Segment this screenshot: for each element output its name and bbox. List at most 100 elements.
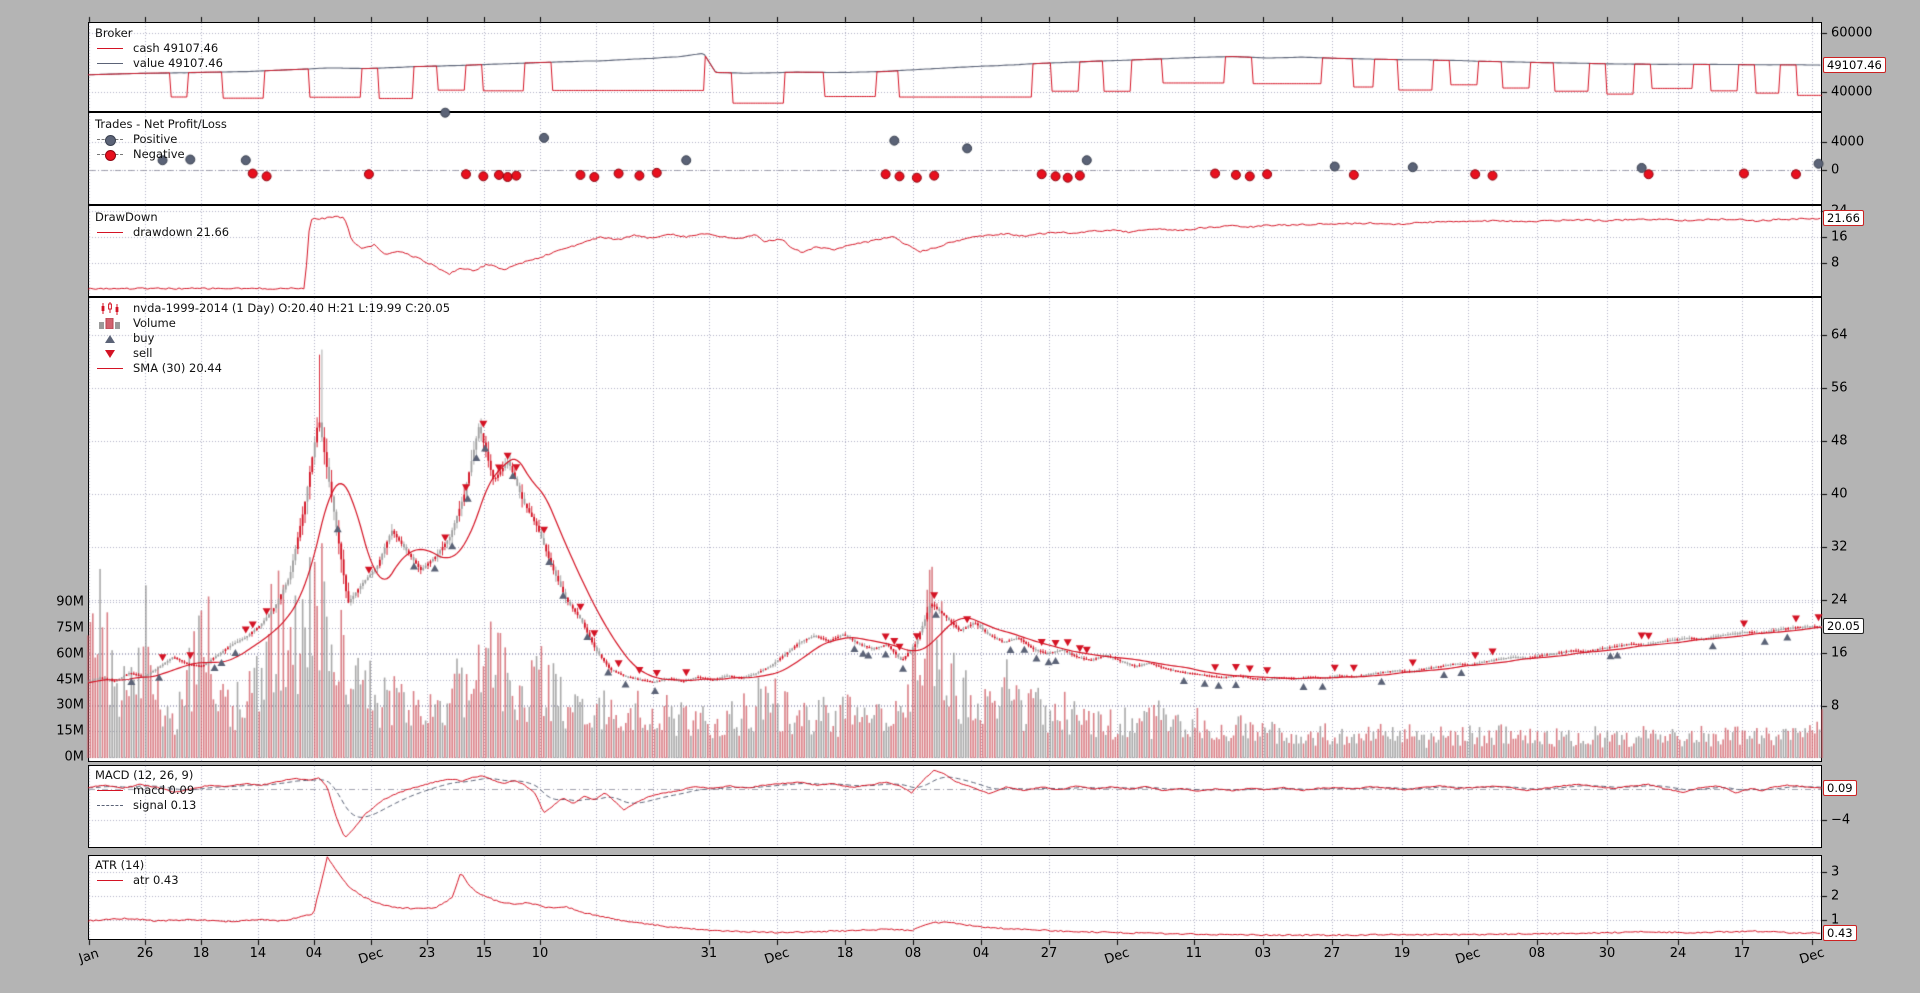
x-axis-tick-label: 04 — [972, 946, 990, 961]
x-axis-tick-label: 26 — [136, 946, 154, 961]
legend-item-cash: cash 49107.46 — [95, 41, 223, 56]
signal-line-icon — [95, 805, 125, 806]
atr-legend-label: atr 0.43 — [133, 873, 179, 887]
x-axis-tick-label: 14 — [249, 946, 267, 961]
positive-dot-icon — [95, 135, 125, 146]
y-axis-tick-label: 32 — [1831, 539, 1848, 555]
buy-legend-label: buy — [133, 331, 155, 345]
legend-item-drawdown: drawdown 21.66 — [95, 225, 229, 240]
negative-dot-icon — [95, 150, 125, 161]
legend-item-macd: macd 0.09 — [95, 783, 196, 798]
y-axis-tick-label: 64 — [1831, 327, 1848, 343]
macd-panel-title: MACD (12, 26, 9) — [95, 768, 194, 782]
y-axis-tick-label: −4 — [1831, 812, 1851, 828]
trades-panel-title: Trades - Net Profit/Loss — [95, 117, 227, 131]
volume-axis-tick-label: 45M — [56, 672, 84, 687]
sma-legend-label: SMA (30) 20.44 — [133, 361, 222, 375]
legend-item-signal: signal 0.13 — [95, 798, 196, 813]
atr-line-icon — [95, 880, 125, 881]
x-axis-tick-label: 27 — [1040, 946, 1058, 961]
y-axis-tick-label: 24 — [1831, 592, 1848, 608]
drawdown-legend: DrawDown drawdown 21.66 — [95, 210, 229, 240]
broker-legend: Broker cash 49107.46 value 49107.46 — [95, 26, 223, 71]
volume-axis-tick-label: 15M — [56, 723, 84, 739]
buy-marker-icon — [95, 334, 125, 343]
x-axis-tick-label: 27 — [1323, 946, 1341, 961]
last-value-tag: 21.66 — [1823, 210, 1864, 227]
y-axis-tick-label: 40 — [1831, 486, 1848, 502]
volume-axis-tick-label: 60M — [56, 646, 84, 662]
sell-legend-label: sell — [133, 346, 153, 360]
legend-item-negative: Negative — [95, 147, 227, 162]
x-axis-tick-label: 15 — [475, 946, 493, 961]
volume-axis-tick-label: 75M — [56, 620, 84, 636]
y-axis-tick-label: 8 — [1831, 698, 1840, 714]
broker-panel-title: Broker — [95, 26, 133, 40]
x-axis-tick-label: 08 — [904, 946, 922, 961]
x-axis-tick-label: 24 — [1669, 946, 1687, 961]
last-value-tag: 20.05 — [1823, 618, 1864, 635]
last-value-tag: 0.09 — [1823, 780, 1857, 797]
candlestick-icon — [95, 302, 125, 315]
signal-legend-label: signal 0.13 — [133, 798, 197, 812]
legend-item-volume: Volume — [95, 316, 450, 331]
x-axis-tick-label: 03 — [1254, 946, 1272, 961]
y-axis-tick-label: 8 — [1831, 255, 1840, 271]
legend-item-value: value 49107.46 — [95, 56, 223, 71]
legend-item-atr: atr 0.43 — [95, 873, 179, 888]
x-axis-tick-label: 23 — [418, 946, 436, 961]
x-axis-tick-label: 08 — [1528, 946, 1546, 961]
x-axis-tick-label: 04 — [305, 946, 323, 961]
x-axis-tick-label: 10 — [531, 946, 549, 961]
x-axis-tick-label: 30 — [1598, 946, 1616, 961]
x-axis-tick-label: 31 — [700, 946, 718, 961]
y-axis-tick-label: 1 — [1831, 912, 1840, 928]
legend-item-buy: buy — [95, 331, 450, 346]
y-axis-tick-label: 2 — [1831, 888, 1840, 904]
macd-legend: MACD (12, 26, 9) macd 0.09 signal 0.13 — [95, 768, 196, 813]
x-axis-tick-label: 11 — [1185, 946, 1203, 961]
y-axis-tick-label: 0 — [1831, 162, 1840, 178]
macd-line-icon — [95, 790, 125, 791]
x-axis-tick-label: 19 — [1393, 946, 1411, 961]
cash-legend-label: cash 49107.46 — [133, 41, 219, 55]
volume-axis-tick-label: 30M — [56, 697, 84, 713]
x-axis-tick-label: 18 — [192, 946, 210, 961]
y-axis-tick-label: 40000 — [1831, 84, 1873, 100]
positive-legend-label: Positive — [133, 132, 178, 146]
y-axis-tick-label: 60000 — [1831, 25, 1873, 41]
volume-axis-tick-label: 0M — [64, 749, 85, 765]
atr-panel-title: ATR (14) — [95, 858, 145, 872]
last-value-tag: 49107.46 — [1823, 57, 1886, 74]
drawdown-legend-label: drawdown 21.66 — [133, 225, 230, 239]
legend-item-data: nvda-1999-2014 (1 Day) O:20.40 H:21 L:19… — [95, 301, 450, 316]
sell-marker-icon — [95, 349, 125, 358]
legend-item-sma: SMA (30) 20.44 — [95, 361, 450, 376]
data-series-legend-label: nvda-1999-2014 (1 Day) O:20.40 H:21 L:19… — [133, 301, 451, 315]
x-axis-tick-label: 18 — [836, 946, 854, 961]
value-legend-label: value 49107.46 — [133, 56, 223, 70]
y-axis-tick-label: 48 — [1831, 433, 1848, 449]
drawdown-line-icon — [95, 232, 125, 233]
y-axis-tick-label: 4000 — [1831, 134, 1865, 150]
negative-legend-label: Negative — [133, 147, 185, 161]
legend-item-positive: Positive — [95, 132, 227, 147]
atr-legend: ATR (14) atr 0.43 — [95, 858, 179, 888]
legend-item-sell: sell — [95, 346, 450, 361]
macd-legend-label: macd 0.09 — [133, 783, 195, 797]
sma-line-icon — [95, 368, 125, 369]
last-value-tag: 0.43 — [1823, 925, 1857, 942]
volume-legend-label: Volume — [133, 316, 176, 330]
y-axis-tick-label: 56 — [1831, 380, 1848, 396]
drawdown-panel-title: DrawDown — [95, 210, 158, 224]
price-legend: nvda-1999-2014 (1 Day) O:20.40 H:21 L:19… — [95, 301, 450, 376]
volume-axis-tick-label: 90M — [56, 594, 84, 610]
y-axis-tick-label: 16 — [1831, 645, 1848, 661]
y-axis-tick-label: 16 — [1831, 229, 1848, 245]
y-axis-tick-label: 3 — [1831, 864, 1840, 880]
trades-legend: Trades - Net Profit/Loss Positive Negati… — [95, 117, 227, 162]
x-axis-tick-label: 17 — [1733, 946, 1751, 961]
value-line-icon — [95, 63, 125, 64]
